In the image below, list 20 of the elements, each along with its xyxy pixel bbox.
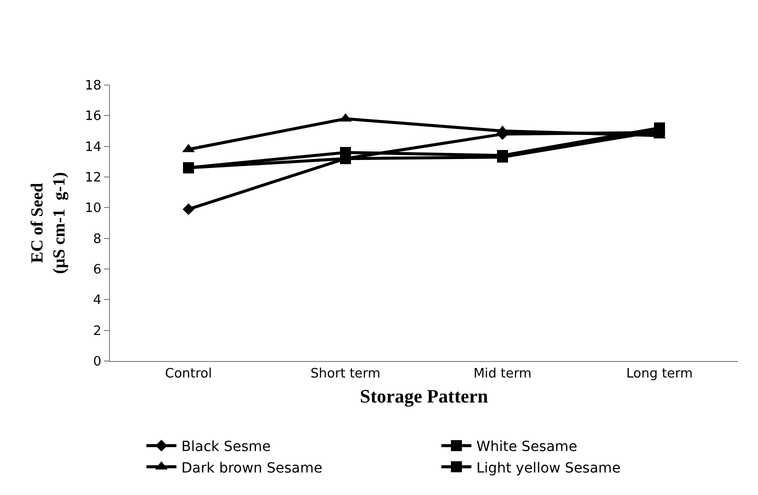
x-tick-label: Mid term (473, 366, 532, 382)
y-axis-title: EC of Seed (µS cm-1 g-1) (27, 172, 68, 274)
x-tick-label: Control (165, 366, 212, 382)
y-tick-label: 4 (93, 293, 102, 308)
y-tick-label: 16 (84, 109, 102, 124)
x-axis-title: Storage Pattern (360, 386, 489, 408)
y-tick-label: 6 (93, 262, 102, 278)
x-tick-label: Long term (626, 366, 693, 382)
y-tick-label: 18 (84, 78, 102, 94)
y-tick-label: 10 (84, 201, 102, 216)
y-tick-label: 0 (93, 354, 102, 370)
y-tick-label: 2 (93, 324, 102, 339)
legend-label: Light yellow Sesame (476, 460, 621, 476)
y-tick-label: 8 (93, 232, 102, 247)
legend-label: White Sesame (476, 439, 578, 456)
x-tick-label: Short term (310, 366, 380, 382)
legend-label: Dark brown Sesame (181, 460, 322, 476)
y-tick-label: 14 (84, 140, 102, 155)
y-tick-label: 12 (84, 170, 102, 186)
legend-label: Black Sesme (181, 439, 271, 456)
